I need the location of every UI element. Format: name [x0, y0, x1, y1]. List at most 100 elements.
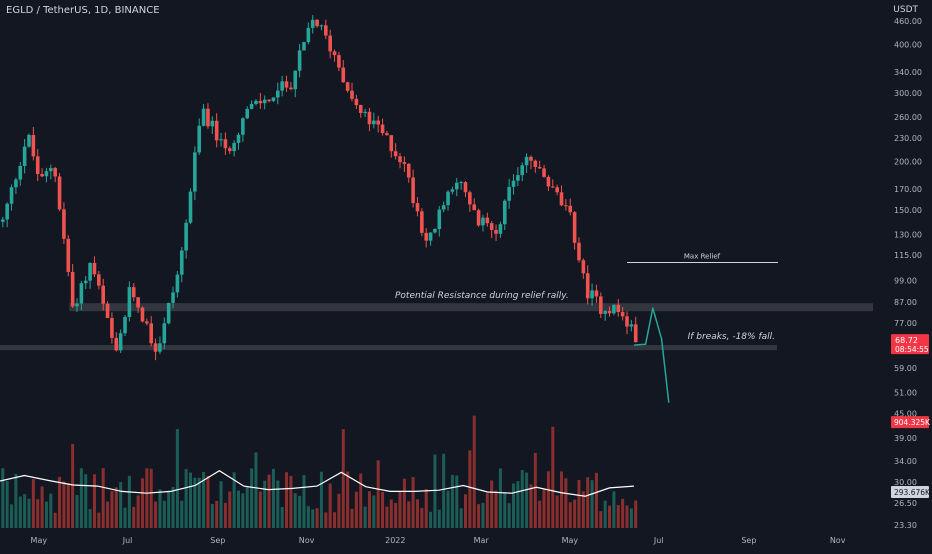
candle — [210, 120, 215, 127]
volume-bar — [599, 511, 603, 528]
x-tick-label: Sep — [741, 536, 756, 545]
candle — [389, 135, 394, 152]
volume-bar — [62, 481, 66, 528]
candle — [585, 273, 590, 299]
volume-bar — [171, 487, 175, 528]
candle — [402, 162, 407, 164]
candle — [559, 192, 564, 206]
candle — [450, 189, 455, 192]
volume-bar — [634, 500, 638, 528]
volume-bar — [79, 468, 83, 528]
volume-bar — [223, 502, 227, 528]
candle — [149, 323, 154, 344]
candle — [114, 337, 119, 351]
volume-bar — [337, 493, 341, 528]
volume-bar — [5, 481, 9, 528]
x-tick-label: Sep — [210, 536, 225, 545]
volume-bar — [446, 490, 450, 528]
candle — [18, 165, 23, 180]
volume-bar — [494, 490, 498, 528]
x-tick-label: Nov — [299, 536, 315, 545]
resistance-zone-label: Potential Resistance during relief rally… — [395, 291, 569, 301]
candle — [507, 186, 511, 201]
volume-bar — [629, 508, 633, 528]
volume-bar — [420, 508, 424, 528]
candle — [62, 209, 66, 239]
candle — [459, 182, 463, 184]
volume-bar — [507, 503, 511, 528]
support-zone — [0, 345, 777, 351]
candle — [14, 179, 18, 188]
candle — [485, 217, 490, 224]
volume-bar — [149, 468, 153, 528]
candle — [625, 316, 629, 327]
volume-bar — [180, 500, 184, 528]
volume-bar — [516, 481, 520, 528]
candle — [92, 262, 97, 275]
volume-bar — [27, 498, 31, 528]
volume-bar — [175, 429, 179, 528]
candle — [572, 212, 577, 243]
volume-bar — [101, 468, 105, 528]
candle — [1, 219, 5, 222]
volume-bar — [625, 505, 629, 528]
candle — [420, 211, 424, 233]
candle — [310, 19, 315, 28]
volume-bar — [594, 472, 598, 528]
volume-bar — [568, 502, 572, 528]
candle — [463, 182, 468, 193]
y-tick-label: 77.00 — [894, 319, 917, 328]
candle — [577, 242, 581, 261]
y-tick-label: 150.00 — [894, 206, 922, 215]
volume-bar — [88, 509, 92, 528]
candle — [258, 100, 263, 104]
volume-bar — [154, 501, 158, 528]
volume-bar — [608, 505, 612, 528]
volume-bar — [293, 493, 297, 528]
volume-bar — [455, 475, 459, 528]
y-tick-label: 26.50 — [894, 499, 917, 508]
projection-path — [633, 307, 670, 403]
y-tick-label: 230.00 — [894, 134, 922, 143]
candle — [75, 303, 79, 307]
candle — [537, 166, 542, 169]
candle — [315, 19, 319, 27]
volume-bar — [577, 479, 581, 528]
candle — [66, 238, 71, 272]
candle — [520, 165, 525, 176]
volume-bar — [114, 487, 118, 528]
candle — [581, 260, 586, 274]
volume-bar — [354, 491, 358, 528]
volume-bar — [97, 512, 101, 528]
candle — [214, 120, 219, 141]
volume-bar — [197, 477, 201, 528]
candle — [127, 287, 132, 317]
candle — [406, 163, 411, 178]
candle — [607, 310, 612, 314]
volume-bar — [359, 473, 363, 528]
candle — [131, 287, 136, 298]
candle — [324, 25, 328, 36]
candle — [494, 230, 498, 234]
candle — [358, 105, 363, 113]
candle — [236, 134, 241, 143]
candle — [166, 302, 171, 324]
volume-bar — [394, 502, 398, 528]
candle — [468, 192, 472, 205]
candle — [546, 176, 551, 187]
candle — [516, 175, 520, 181]
volume-bar — [477, 504, 481, 528]
candle — [118, 333, 123, 351]
candle — [70, 271, 75, 307]
candle — [376, 120, 380, 125]
candle — [612, 304, 616, 314]
volume-bar — [66, 483, 70, 528]
countdown-value: 08:54:55 — [895, 345, 929, 354]
candle — [201, 108, 206, 126]
volume-bar — [298, 495, 302, 528]
volume-bar — [145, 468, 149, 528]
candle — [363, 111, 367, 113]
volume-bar — [581, 491, 585, 528]
